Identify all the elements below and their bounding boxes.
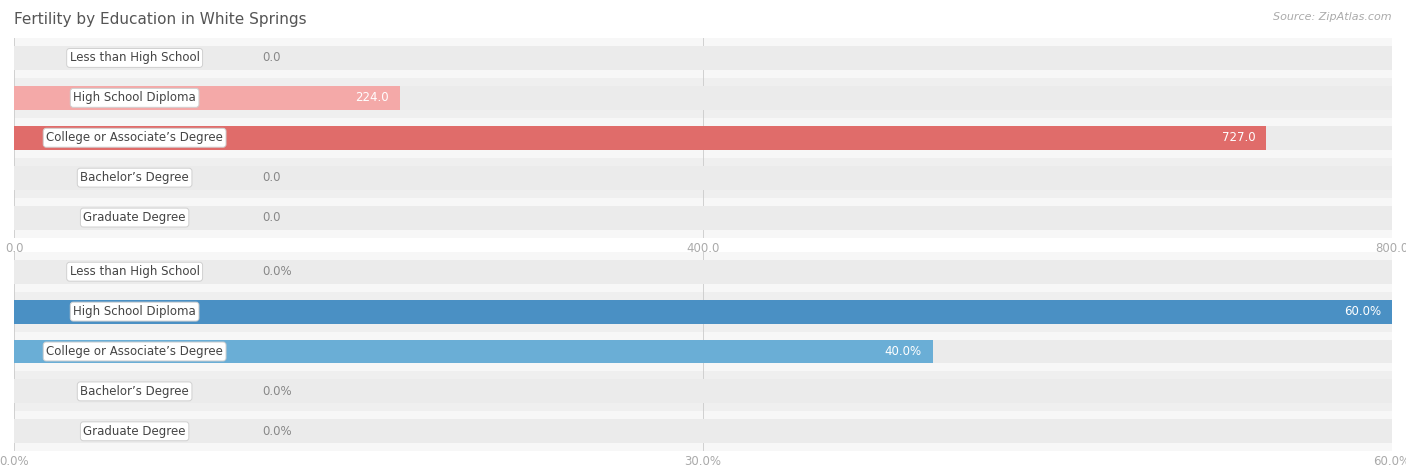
Text: Bachelor’s Degree: Bachelor’s Degree [80, 171, 188, 184]
Bar [14, 340, 932, 363]
Bar [14, 252, 1392, 292]
Bar [14, 166, 1392, 190]
Bar [14, 86, 399, 110]
Text: Bachelor’s Degree: Bachelor’s Degree [80, 385, 188, 398]
Bar [14, 86, 1392, 110]
Text: College or Associate’s Degree: College or Associate’s Degree [46, 345, 224, 358]
Text: 0.0%: 0.0% [262, 425, 291, 438]
Text: 224.0: 224.0 [356, 91, 389, 104]
Bar [14, 206, 1392, 229]
Bar [14, 126, 1267, 150]
Bar [14, 158, 1392, 198]
Bar [14, 198, 1392, 238]
Text: Graduate Degree: Graduate Degree [83, 425, 186, 438]
Bar [14, 78, 1392, 118]
Text: Fertility by Education in White Springs: Fertility by Education in White Springs [14, 12, 307, 27]
Text: Less than High School: Less than High School [70, 51, 200, 65]
Bar [14, 126, 1392, 150]
Bar [14, 411, 1392, 451]
Text: 0.0%: 0.0% [262, 385, 291, 398]
Bar [14, 371, 1392, 411]
Text: Less than High School: Less than High School [70, 265, 200, 278]
Bar [14, 260, 1392, 284]
Text: Graduate Degree: Graduate Degree [83, 211, 186, 224]
Bar [14, 38, 1392, 78]
Text: Source: ZipAtlas.com: Source: ZipAtlas.com [1274, 12, 1392, 22]
Text: 60.0%: 60.0% [1344, 305, 1381, 318]
Bar [14, 380, 1392, 403]
Text: High School Diploma: High School Diploma [73, 91, 195, 104]
Bar [14, 292, 1392, 332]
Bar [14, 46, 1392, 70]
Text: High School Diploma: High School Diploma [73, 305, 195, 318]
Text: 0.0: 0.0 [262, 211, 281, 224]
Bar [14, 300, 1392, 323]
Text: 727.0: 727.0 [1222, 131, 1256, 144]
Bar [14, 332, 1392, 371]
Text: 0.0: 0.0 [262, 171, 281, 184]
Bar [14, 118, 1392, 158]
Text: 40.0%: 40.0% [884, 345, 921, 358]
Bar [14, 340, 1392, 363]
Text: 0.0: 0.0 [262, 51, 281, 65]
Text: 0.0%: 0.0% [262, 265, 291, 278]
Text: College or Associate’s Degree: College or Associate’s Degree [46, 131, 224, 144]
Bar [14, 300, 1392, 323]
Bar [14, 419, 1392, 443]
